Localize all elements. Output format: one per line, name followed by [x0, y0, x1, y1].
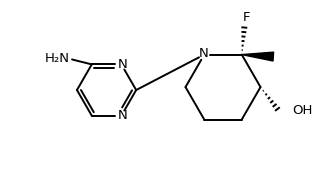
Text: H₂N: H₂N: [45, 52, 70, 65]
Polygon shape: [242, 52, 274, 61]
Text: N: N: [118, 109, 127, 122]
Text: F: F: [243, 11, 251, 24]
Text: OH: OH: [292, 104, 313, 117]
Text: N: N: [118, 58, 127, 71]
Text: N: N: [198, 47, 208, 60]
